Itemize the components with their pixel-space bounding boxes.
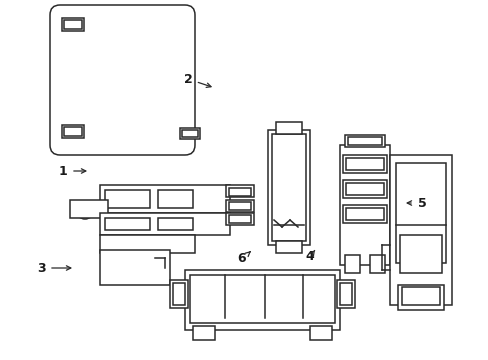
Bar (182, 130, 198, 137)
Bar (228, 202, 250, 210)
Bar (70, 200, 108, 218)
Bar (345, 135, 384, 147)
Bar (399, 235, 441, 273)
Bar (275, 241, 302, 253)
Bar (347, 137, 381, 145)
Bar (100, 185, 229, 213)
Bar (401, 287, 439, 305)
Bar (158, 218, 193, 230)
Text: 3: 3 (37, 261, 45, 274)
Bar (173, 283, 184, 305)
Bar (228, 188, 250, 196)
Bar (158, 190, 193, 208)
Bar (190, 275, 334, 323)
Bar (100, 250, 170, 285)
Bar (184, 270, 339, 330)
Bar (225, 213, 253, 225)
Text: 1: 1 (59, 165, 67, 177)
Bar (346, 183, 383, 195)
Bar (395, 163, 445, 263)
Bar (336, 280, 354, 308)
Bar (389, 155, 451, 305)
Text: 6: 6 (237, 252, 246, 266)
Bar (397, 285, 443, 310)
Bar (342, 180, 386, 198)
Bar (225, 200, 253, 212)
Bar (62, 18, 84, 31)
Bar (339, 283, 351, 305)
Bar (64, 20, 82, 29)
FancyBboxPatch shape (50, 5, 195, 155)
Text: 5: 5 (417, 197, 426, 210)
Bar (267, 130, 309, 245)
Text: 2: 2 (183, 72, 192, 86)
Bar (342, 155, 386, 173)
Bar (309, 326, 331, 340)
Bar (62, 125, 84, 138)
Bar (64, 127, 82, 136)
Bar (346, 158, 383, 170)
Bar (345, 255, 359, 273)
Bar (105, 190, 150, 208)
Bar (369, 255, 384, 273)
Bar (100, 235, 195, 253)
Bar (193, 326, 215, 340)
Bar (105, 218, 150, 230)
Bar (228, 215, 250, 223)
Bar (342, 205, 386, 223)
Bar (346, 208, 383, 220)
Bar (339, 145, 389, 265)
Bar (275, 122, 302, 134)
Text: 4: 4 (305, 251, 314, 264)
Bar (225, 185, 253, 197)
Bar (271, 134, 305, 241)
Bar (180, 128, 200, 139)
Bar (170, 280, 187, 308)
Bar (100, 213, 229, 235)
